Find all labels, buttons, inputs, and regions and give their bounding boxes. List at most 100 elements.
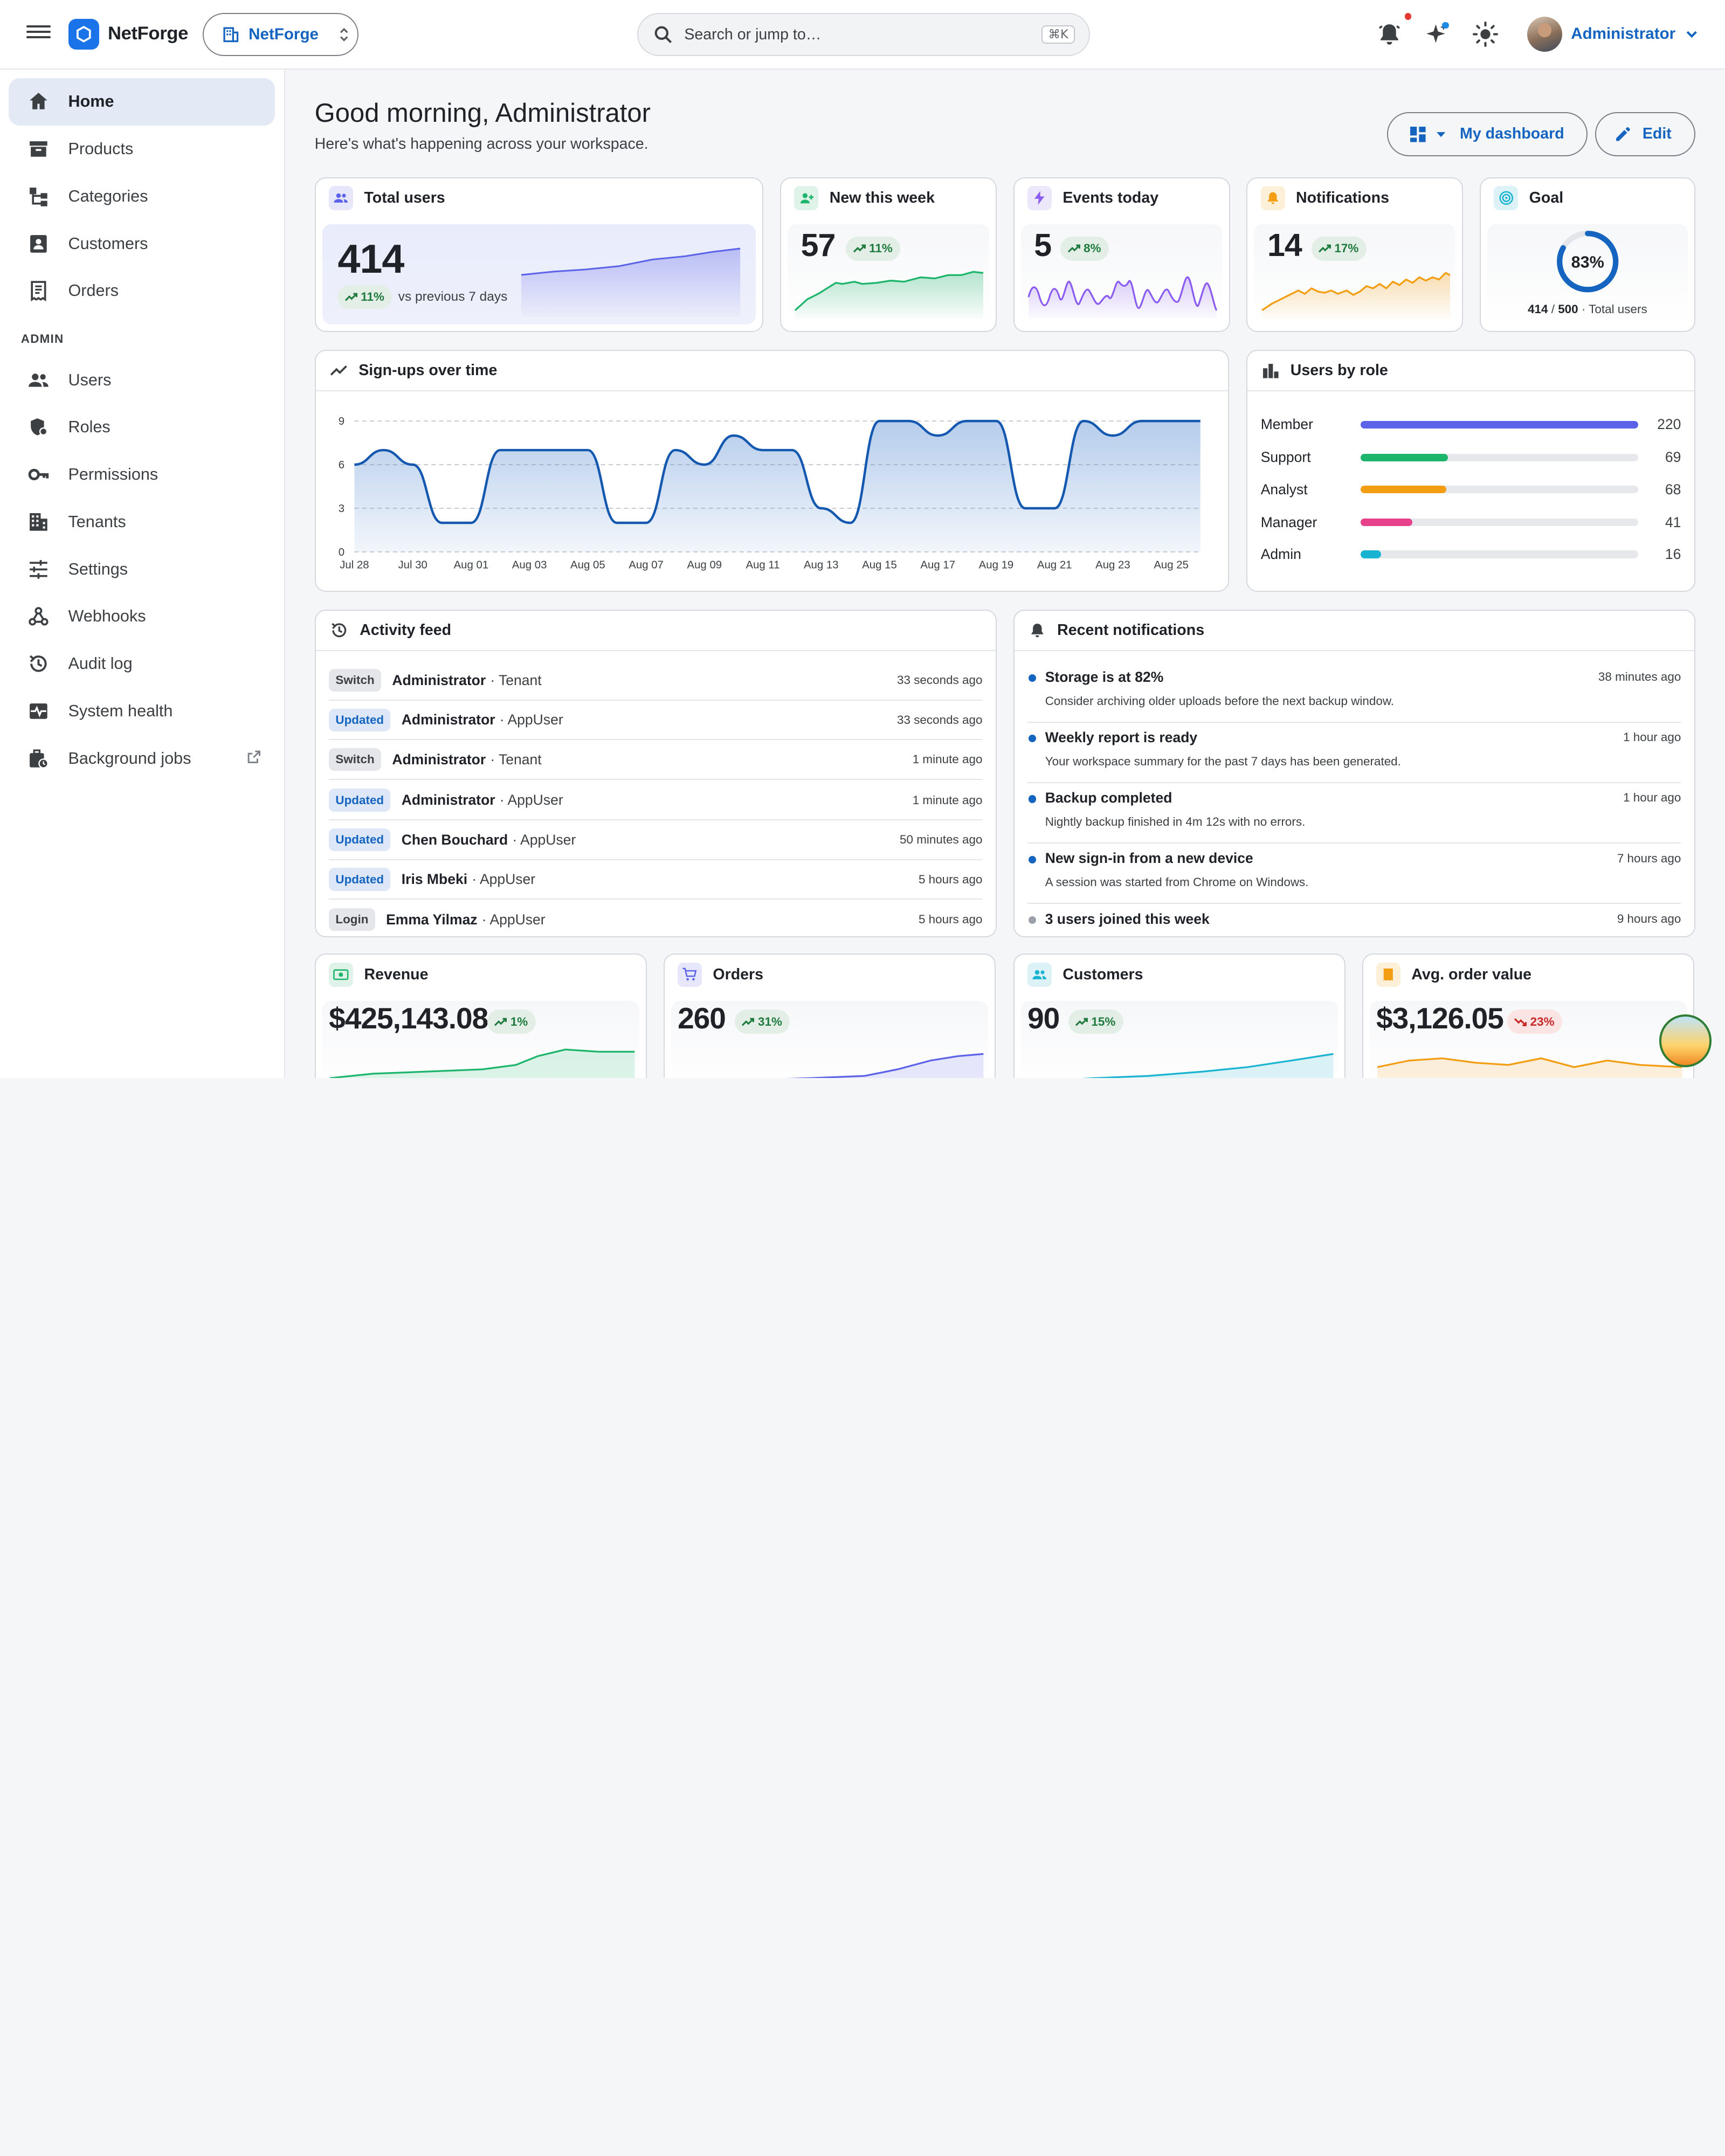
kpi-card-customers[interactable]: Customers 90 15% [1013,953,1346,1078]
activity-row[interactable]: Updated Iris Mbeki · AppUser 5 hours ago [329,860,983,900]
event-tag: Updated [329,868,391,891]
stat-card-new-this-week[interactable]: New this week 57 11% [779,177,997,333]
sidebar-item-users[interactable]: Users [9,356,275,404]
kpi-card-avg-order-value[interactable]: Avg. order value $3,126.05 23% [1362,953,1694,1078]
sidebar-item-orders[interactable]: Orders [9,267,275,315]
signups-chart[interactable]: 0 3 6 9 Jul 28 Jul 30 Aug 01 Aug 03 Aug 05 Aug 0… [316,391,1229,591]
signup-point-jul-28[interactable] [350,460,358,469]
logo-icon[interactable] [68,18,99,50]
signup-point-aug-26[interactable] [1196,417,1204,425]
signup-point-aug-17[interactable] [933,431,942,440]
notification-time: 1 hour ago [1623,791,1681,805]
sidebar-item-webhooks[interactable]: Webhooks [9,593,275,640]
signup-point-aug-19[interactable] [991,417,1000,425]
y-tick-label: 9 [338,416,344,428]
activity-row[interactable]: Updated Administrator · AppUser 33 seconds … [329,701,983,741]
notification-item[interactable]: 3 users joined this week 9 hours ago [1027,904,1681,936]
timestamp: 33 seconds ago [897,713,983,727]
actor-name: Administrator [392,751,486,768]
signup-point-aug-21[interactable] [1050,504,1059,513]
stat-card-goal[interactable]: Goal 83% 414 / 500 · Total users [1479,177,1695,333]
signup-point-aug-22[interactable] [1079,417,1088,425]
sidebar-item-settings[interactable]: Settings [9,545,275,593]
sidebar-item-customers[interactable]: Customers [9,220,275,267]
x-tick-label: Jul 30 [398,559,427,571]
signup-point-aug-10[interactable] [729,431,737,440]
sidebar-item-system-health[interactable]: System health [9,687,275,735]
user-menu[interactable]: Administrator [1527,16,1700,52]
sidebar-item-products[interactable]: Products [9,126,275,173]
notification-item[interactable]: Weekly report is ready Your workspace sum… [1027,723,1681,783]
sidebar-item-roles[interactable]: Roles [9,404,275,451]
brand-name[interactable]: NetForge [107,23,188,44]
signup-point-aug-12[interactable] [788,446,796,454]
role-row-member[interactable]: Member 220 [1261,413,1681,436]
role-row-admin[interactable]: Admin 16 [1261,543,1681,565]
kpi-card-revenue[interactable]: Revenue $425,143.08 1% [314,953,647,1078]
signup-point-aug-24[interactable] [1137,417,1146,425]
signup-point-aug-03[interactable] [525,446,534,454]
signup-point-aug-14[interactable] [846,519,854,527]
avatar [1527,16,1562,52]
signup-point-aug-04[interactable] [554,446,563,454]
my-dashboard-button[interactable]: My dashboard [1387,112,1588,156]
stat-card-events-today[interactable]: Events today 5 8% [1013,177,1230,333]
sidebar-item-categories[interactable]: Categories [9,172,275,220]
sidebar-item-home[interactable]: Home [9,78,275,126]
signup-point-jul-30[interactable] [408,460,417,469]
stat-card-total-users[interactable]: Total users 414 11% vs previous 7 days [314,177,764,333]
notification-item[interactable]: New sign-in from a new device A session w… [1027,844,1681,904]
activity-row[interactable]: Switch Administrator · Tenant 1 minute ago [329,740,983,780]
search-box[interactable]: Search or jump to… ⌘K [637,13,1091,57]
signup-point-aug-15[interactable] [875,417,884,425]
activity-row[interactable]: Switch Administrator · Tenant 33 seconds ag… [329,661,983,701]
theme-sun-icon[interactable] [1472,21,1499,47]
trend-value: 1% [510,1014,528,1028]
sidebar-item-label: Roles [68,418,111,437]
entity-type: · AppUser [472,871,536,888]
activity-row[interactable]: Updated Administrator · AppUser 1 minute ag… [329,781,983,821]
signup-point-jul-29[interactable] [379,446,388,454]
history-icon [26,652,51,676]
sidebar-item-audit-log[interactable]: Audit log [9,640,275,688]
page-title: Good morning, Administrator [314,98,651,128]
signup-point-aug-18[interactable] [962,417,971,425]
notification-title: Backup completed [1045,790,1172,806]
signup-point-aug-25[interactable] [1167,417,1175,425]
activity-row[interactable]: Updated Chen Bouchard · AppUser 50 minutes … [329,820,983,860]
signup-point-aug-23[interactable] [1108,431,1117,440]
menu-icon[interactable] [26,22,51,46]
signup-point-aug-05[interactable] [583,446,592,454]
notification-desc: A session was started from Chrome on Win… [1045,875,1309,889]
tenant-switcher[interactable]: NetForge [202,13,359,57]
role-name: Admin [1260,546,1301,562]
stat-card-notifications[interactable]: Notifications 14 17% [1246,177,1464,333]
activity-row[interactable]: Login Emma Yilmaz · AppUser 5 hours ago [329,900,982,936]
caret-down-icon [1437,132,1446,137]
signup-point-aug-09[interactable] [700,460,708,469]
role-row-manager[interactable]: Manager 41 [1261,512,1681,534]
entity-type: · AppUser [481,911,546,928]
signup-point-aug-06[interactable] [612,519,621,527]
signup-point-aug-08[interactable] [671,446,679,454]
signup-point-aug-16[interactable] [904,417,913,425]
notifications-bell-icon[interactable] [1376,21,1403,47]
kpi-value: 260 [678,1001,726,1035]
edit-button[interactable]: Edit [1595,112,1695,156]
role-row-analyst[interactable]: Analyst 68 [1261,479,1681,501]
assistant-avatar-button[interactable] [1659,1014,1712,1067]
sidebar-item-permissions[interactable]: Permissions [9,451,275,499]
notification-item[interactable]: Storage is at 82% Consider archiving olde… [1027,662,1681,723]
kpi-card-orders[interactable]: Orders 260 31% [663,953,996,1078]
signup-point-aug-13[interactable] [817,504,825,513]
signup-point-aug-02[interactable] [496,446,505,454]
signup-point-aug-01[interactable] [466,519,475,527]
signup-point-jul-31[interactable] [437,519,446,527]
signup-point-aug-11[interactable] [758,446,767,454]
signup-point-aug-07[interactable] [641,519,650,527]
sidebar-item-tenants[interactable]: Tenants [9,498,275,545]
signup-point-aug-20[interactable] [1021,504,1030,513]
notification-item[interactable]: Backup completed Nightly backup finished … [1027,783,1681,844]
sidebar-item-background-jobs[interactable]: Background jobs [9,735,275,782]
role-row-support[interactable]: Support 69 [1261,447,1681,469]
